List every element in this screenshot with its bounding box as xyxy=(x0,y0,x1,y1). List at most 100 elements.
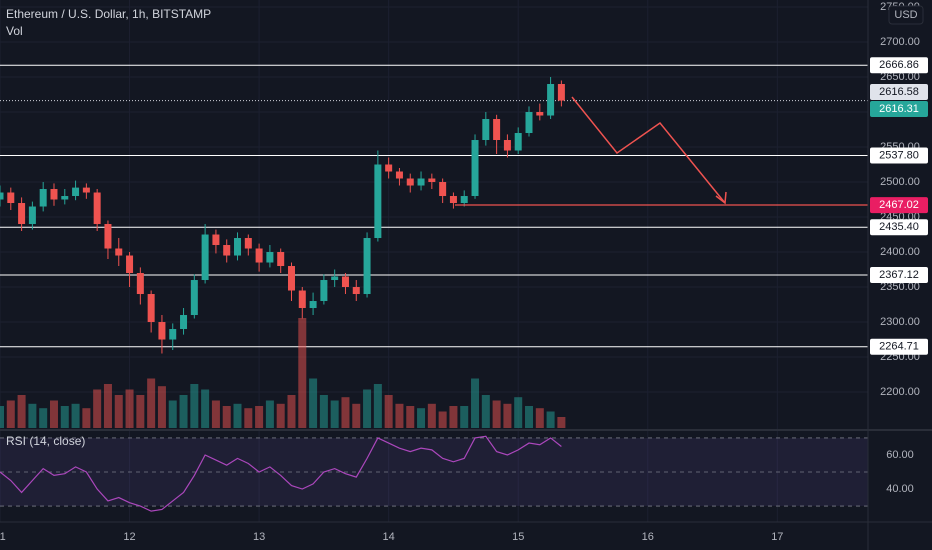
price-tag xyxy=(870,57,928,74)
candle-body xyxy=(50,189,58,200)
candle-body xyxy=(255,248,263,263)
volume-bar xyxy=(157,386,166,428)
volume-bar xyxy=(438,411,447,428)
candle-body xyxy=(482,119,490,141)
price-tag-label: 2367.12 xyxy=(879,269,919,281)
volume-bar xyxy=(103,384,112,428)
currency-box[interactable] xyxy=(888,5,924,25)
volume-bar xyxy=(384,395,393,428)
x-tick-label: 16 xyxy=(642,531,654,543)
candle-body xyxy=(309,301,317,309)
candle-body xyxy=(212,234,220,246)
price-tag-label: 2467.02 xyxy=(879,199,919,211)
volume-bar xyxy=(298,318,307,428)
volume-bar xyxy=(417,408,426,428)
candle-body xyxy=(115,248,123,256)
rsi-tick-label: 60.00 xyxy=(886,449,914,461)
volume-bar xyxy=(39,408,48,428)
price-tag xyxy=(870,100,928,117)
volume-bar xyxy=(28,403,37,428)
volume-bar xyxy=(201,389,210,428)
x-tick-label: 11 xyxy=(0,531,6,543)
chart-title: Ethereum / U.S. Dollar, 1h, BITSTAMP xyxy=(6,7,211,21)
volume-bar xyxy=(168,400,177,428)
candle-body xyxy=(93,192,101,225)
price-tag xyxy=(870,338,928,355)
candle-body xyxy=(277,252,285,267)
x-tick-label: 14 xyxy=(383,531,395,543)
candle-body xyxy=(525,112,533,134)
candle-body xyxy=(449,196,457,204)
candle-body xyxy=(7,192,15,204)
candle-body xyxy=(223,245,231,256)
volume-bar xyxy=(190,384,199,428)
candle-body xyxy=(557,84,565,101)
volume-bar xyxy=(125,389,134,428)
volume-bar xyxy=(49,400,58,428)
volume-bar xyxy=(114,395,123,428)
candle-body xyxy=(493,119,501,141)
volume-bar xyxy=(406,406,415,428)
volume-label: Vol xyxy=(6,24,23,38)
candle-body xyxy=(39,189,47,207)
candle-body xyxy=(439,182,447,197)
price-tag-label: 2264.71 xyxy=(879,341,919,353)
x-tick-label: 17 xyxy=(771,531,783,543)
volume-bar xyxy=(82,408,91,428)
volume-bar xyxy=(514,397,523,428)
candle-body xyxy=(0,192,4,200)
volume-bar xyxy=(60,406,69,428)
volume-bar xyxy=(319,395,328,428)
volume-bar xyxy=(244,408,253,428)
volume-bar xyxy=(492,400,501,428)
y-tick-label: 2350.00 xyxy=(880,281,920,293)
candle-body xyxy=(536,112,544,116)
volume-bar xyxy=(6,400,15,428)
volume-bar xyxy=(503,403,512,428)
volume-bar xyxy=(373,384,382,428)
price-tag-label: 2616.31 xyxy=(879,103,919,115)
arrow-head xyxy=(715,191,727,205)
y-tick-label: 2400.00 xyxy=(880,246,920,258)
volume-bar xyxy=(481,395,490,428)
candle-body xyxy=(190,280,198,316)
volume-bar xyxy=(363,389,372,428)
candle-body xyxy=(395,171,403,179)
price-tag xyxy=(870,147,928,164)
volume-bar xyxy=(136,395,145,428)
volume-bar xyxy=(211,400,220,428)
volume-bar xyxy=(71,403,80,428)
volume-bar xyxy=(535,408,544,428)
price-tag xyxy=(870,197,928,214)
candle-body xyxy=(385,164,393,172)
candle-body xyxy=(201,234,209,281)
candle-body xyxy=(147,294,155,323)
price-tag-label: 2435.40 xyxy=(879,221,919,233)
candle-body xyxy=(341,276,349,288)
candle-body xyxy=(363,238,371,295)
y-tick-label: 2700.00 xyxy=(880,36,920,48)
candle-body xyxy=(428,178,436,183)
volume-bar xyxy=(525,406,534,428)
price-tag xyxy=(870,219,928,236)
candle-body xyxy=(320,280,328,302)
volume-bar xyxy=(179,395,188,428)
volume-bar xyxy=(233,403,242,428)
y-tick-label: 2300.00 xyxy=(880,316,920,328)
candle-body xyxy=(244,238,252,249)
volume-bar xyxy=(93,389,102,428)
currency[interactable]: USD xyxy=(894,9,917,21)
candle-body xyxy=(136,273,144,295)
rsi-title: RSI (14, close) xyxy=(6,434,85,448)
volume-bar xyxy=(0,406,4,428)
candle-body xyxy=(169,329,177,340)
x-tick-label: 12 xyxy=(123,531,135,543)
volume-bar xyxy=(352,403,361,428)
volume-bar xyxy=(341,397,350,428)
price-tag-label: 2666.86 xyxy=(879,59,919,71)
candle-body xyxy=(126,255,134,274)
candle-body xyxy=(61,196,69,200)
price-tag xyxy=(870,267,928,284)
volume-bar xyxy=(276,403,285,428)
